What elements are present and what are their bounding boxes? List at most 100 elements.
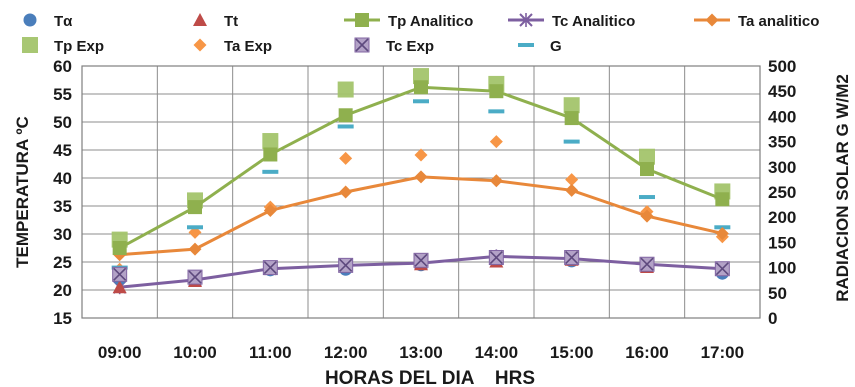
series-line — [119, 175, 723, 257]
y-left-tick-label: 25 — [53, 253, 72, 272]
data-point — [262, 260, 278, 276]
legend-label: Tc Exp — [386, 38, 434, 55]
data-point — [339, 185, 353, 199]
data-point — [112, 266, 128, 282]
data-point — [337, 81, 354, 98]
data-point — [488, 109, 505, 114]
data-point — [413, 68, 429, 85]
series-ta-analitico — [113, 170, 729, 262]
series-tc-exp — [112, 250, 730, 285]
data-point-stroke — [339, 258, 353, 272]
data-point — [414, 170, 428, 184]
data-point-stroke — [263, 261, 277, 275]
y-right-tick-label: 350 — [768, 133, 796, 152]
x-tick-label: 14:00 — [475, 343, 518, 362]
data-point — [339, 151, 353, 165]
legend-entry: Ta analitico — [694, 13, 819, 30]
data-point — [640, 162, 654, 177]
data-point-stroke — [640, 257, 654, 271]
data-point — [187, 269, 203, 285]
data-point — [488, 250, 504, 266]
data-point — [715, 226, 729, 240]
series-group — [111, 68, 731, 295]
legend-entry: Tp Analitico — [344, 13, 473, 30]
y-left-tick-label: 45 — [53, 141, 72, 160]
legend-marker — [519, 13, 533, 27]
data-point — [112, 280, 127, 294]
legend-marker — [355, 13, 369, 27]
data-point-stroke — [489, 250, 503, 265]
x-axis-label: HORAS DEL DIA HRS — [325, 368, 535, 387]
legend-marker-stroke — [355, 38, 369, 52]
legend-entry: Tα — [23, 13, 73, 30]
legend-marker — [22, 37, 38, 53]
legend-marker — [705, 13, 719, 27]
legend-label: Tc Analitico — [552, 13, 635, 30]
series-tp-analitico — [112, 80, 730, 255]
data-point — [563, 139, 580, 144]
legend-entry: Tc Analitico — [508, 13, 635, 30]
data-point-stroke — [715, 262, 729, 276]
legend-label: Tp Analitico — [388, 13, 473, 30]
x-tick-label: 15:00 — [550, 343, 593, 362]
legend-label: Ta Exp — [224, 38, 272, 55]
series-line — [118, 85, 723, 250]
y-axis-right-label: RADIACION SOLAR G W/M2 — [833, 74, 852, 302]
legend-entry: Ta Exp — [193, 38, 272, 55]
data-point — [489, 174, 503, 188]
x-tick-label: 16:00 — [625, 343, 668, 362]
data-point — [338, 257, 354, 273]
data-point-stroke — [414, 253, 428, 267]
x-tick-label: 12:00 — [324, 343, 367, 362]
legend-entry: Tc Exp — [354, 37, 434, 55]
data-point — [564, 111, 579, 126]
data-point — [414, 80, 428, 95]
data-point — [262, 169, 279, 174]
legend-entry: Tt — [193, 13, 238, 30]
y-right-tick-label: 300 — [768, 158, 796, 177]
y-left-tick-label: 30 — [53, 225, 72, 244]
data-point-stroke — [188, 270, 202, 284]
axes: 15 20 25 30 35 40 45 50 55 60 0 50 100 150 200 250 300 35… — [53, 57, 796, 362]
data-point — [414, 148, 428, 162]
data-point — [263, 147, 278, 162]
plot-area-border — [81, 65, 761, 319]
data-point — [640, 209, 654, 223]
data-point — [188, 200, 202, 215]
y-left-tick-label: 35 — [53, 197, 72, 216]
data-point — [338, 108, 353, 123]
data-point — [489, 84, 504, 99]
y-right-tick-label: 500 — [768, 57, 796, 76]
data-point — [413, 252, 429, 268]
data-point — [263, 203, 277, 217]
y-right-tick-label: 0 — [768, 309, 777, 328]
legend-label: Tα — [54, 13, 73, 30]
y-right-tick-label: 100 — [768, 259, 796, 278]
legend-marker — [193, 13, 207, 26]
legend-label: G — [550, 38, 562, 55]
data-point-stroke — [113, 267, 127, 281]
x-tick-label: 09:00 — [98, 343, 141, 362]
data-point-stroke — [565, 250, 579, 265]
data-point — [563, 97, 580, 114]
y-left-tick-label: 15 — [53, 309, 72, 328]
y-left-tick-label: 55 — [53, 85, 72, 104]
y-left-tick-label: 20 — [53, 281, 72, 300]
data-point — [262, 133, 279, 150]
data-point — [188, 242, 202, 256]
y-right-tick-label: 250 — [768, 183, 796, 202]
legend-label: Tt — [224, 13, 238, 30]
y-right-tick-label: 200 — [768, 208, 796, 227]
data-point — [714, 261, 730, 277]
data-point — [565, 183, 579, 197]
data-point — [337, 124, 354, 129]
data-point — [112, 241, 127, 255]
legend-entry: Tp Exp — [22, 37, 104, 55]
x-tick-label: 11:00 — [249, 343, 292, 362]
y-right-tick-label: 400 — [768, 107, 796, 126]
data-point — [639, 256, 655, 272]
x-tick-label: 10:00 — [173, 343, 216, 362]
y-right-tick-label: 450 — [768, 82, 796, 101]
data-point — [413, 99, 429, 104]
